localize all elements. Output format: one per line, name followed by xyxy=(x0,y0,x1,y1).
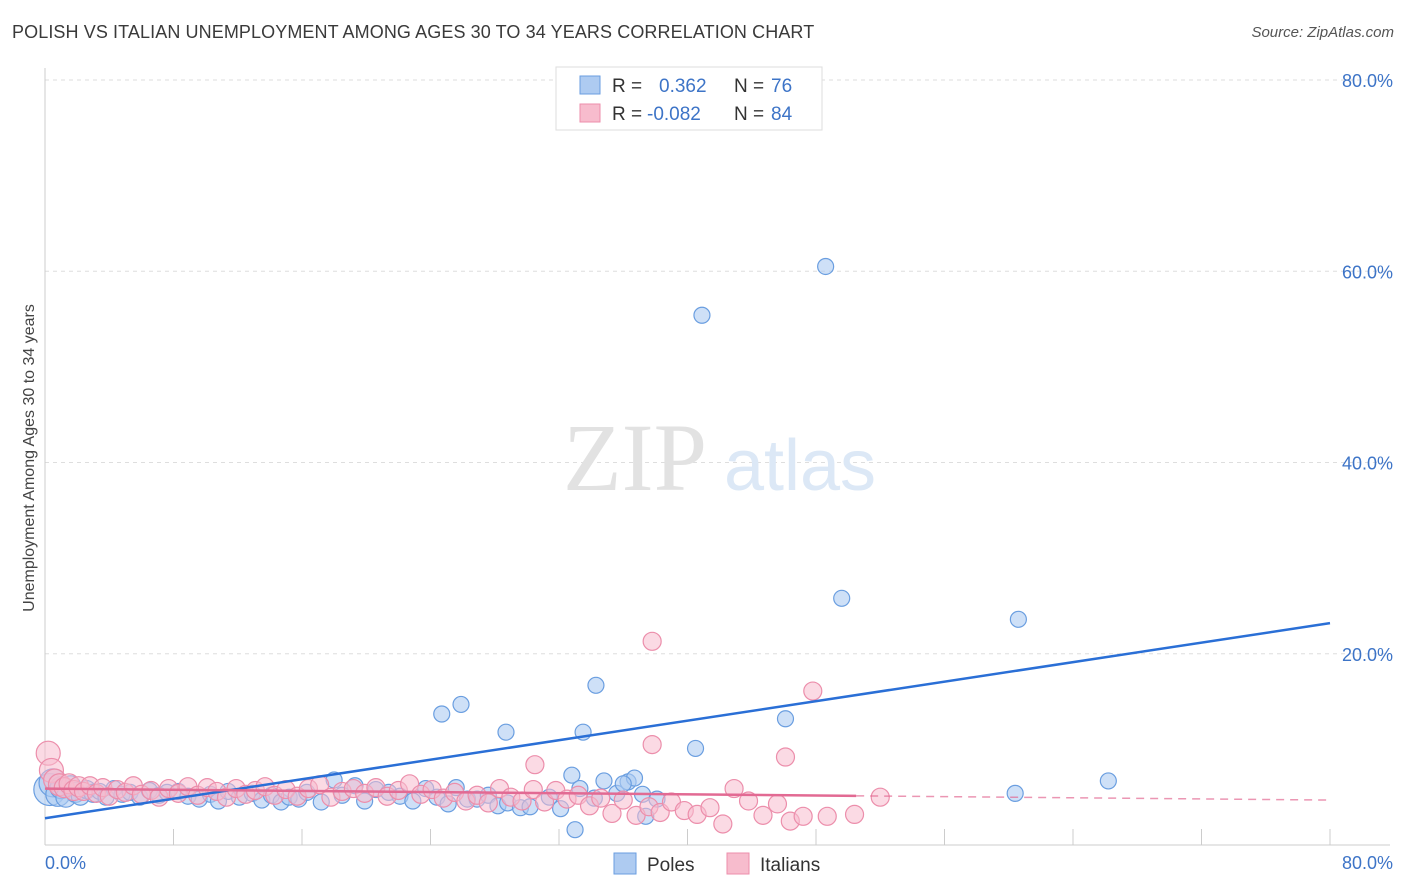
poles-point-76 xyxy=(833,589,851,607)
series-poles-points xyxy=(33,257,1117,839)
poles-point-79 xyxy=(1099,772,1117,790)
italians-point-71 xyxy=(738,791,759,811)
bottom-legend-italians-label: Italians xyxy=(760,855,820,876)
poles-point-77 xyxy=(1009,610,1027,628)
grid-lines xyxy=(45,79,1390,655)
italians-point-70 xyxy=(724,778,744,799)
legend-italians-n-value: 84 xyxy=(771,104,793,125)
poles-point-69 xyxy=(433,705,451,723)
poles-point-59 xyxy=(595,772,613,790)
bottom-legend: Poles Italians xyxy=(613,852,820,876)
italians-point-49 xyxy=(478,793,498,813)
trendlines xyxy=(44,621,1331,820)
italians-point-83 xyxy=(642,631,662,651)
legend-poles-n-label: N = xyxy=(734,76,764,97)
legend-italians-r-label: R = xyxy=(612,104,642,125)
italians-point-79 xyxy=(775,747,796,767)
poles-point-74 xyxy=(693,306,711,324)
legend-poles-r-value: 0.362 xyxy=(659,76,707,97)
legend-italians-swatch xyxy=(579,103,601,123)
poles-point-75 xyxy=(817,257,835,276)
poles-point-68 xyxy=(497,723,515,741)
poles-point-72 xyxy=(566,821,584,839)
watermark: ZIP atlas xyxy=(563,404,876,511)
poles-point-56 xyxy=(563,766,581,784)
poles-point-73 xyxy=(776,710,795,728)
italians-point-73 xyxy=(767,794,788,814)
poles-point-65 xyxy=(587,676,605,694)
axes xyxy=(44,68,1390,846)
italians-point-72 xyxy=(753,805,773,825)
italians-trendline xyxy=(44,787,857,798)
legend-italians-r-value: -0.082 xyxy=(647,104,701,125)
watermark-zip: ZIP xyxy=(563,404,707,511)
poles-point-70 xyxy=(686,739,705,758)
legend-italians-n-label: N = xyxy=(734,104,764,125)
italians-point-76 xyxy=(817,806,837,826)
y-tick-label-3: 80.0% xyxy=(1342,71,1393,91)
italians-point-78 xyxy=(870,787,890,807)
legend-poles-n-value: 76 xyxy=(771,76,792,97)
x-tick-label-0: 0.0% xyxy=(45,853,86,873)
poles-point-78 xyxy=(1006,784,1024,802)
source-credit: Source: ZipAtlas.com xyxy=(1251,24,1394,41)
bottom-legend-poles-label: Poles xyxy=(647,855,695,876)
italians-point-75 xyxy=(793,806,813,826)
y-tick-label-2: 60.0% xyxy=(1342,262,1393,282)
y-axis-label: Unemployment Among Ages 30 to 34 years xyxy=(21,304,38,612)
poles-point-71 xyxy=(614,775,632,793)
bottom-legend-italians-swatch xyxy=(726,852,750,875)
bottom-legend-poles-swatch xyxy=(613,852,637,875)
italians-point-77 xyxy=(844,804,865,825)
italians-point-80 xyxy=(803,681,823,701)
stats-legend: R = 0.362 N = 76 R = -0.082 N = 84 xyxy=(555,66,823,131)
italians-point-68 xyxy=(700,798,720,818)
italians-point-81 xyxy=(642,734,662,755)
y-tick-label-0: 20.0% xyxy=(1342,645,1393,665)
italians-trendline-extension xyxy=(856,795,1331,801)
legend-poles-swatch xyxy=(579,75,601,95)
poles-trendline xyxy=(44,621,1331,820)
italians-point-69 xyxy=(713,814,733,834)
poles-point-46 xyxy=(452,695,470,714)
italians-point-82 xyxy=(525,755,545,775)
italians-point-60 xyxy=(602,803,622,824)
x-tick-label-1: 80.0% xyxy=(1342,853,1393,873)
chart-title: POLISH VS ITALIAN UNEMPLOYMENT AMONG AGE… xyxy=(12,22,815,42)
y-tick-label-1: 40.0% xyxy=(1342,454,1393,474)
italians-point-61 xyxy=(613,790,633,810)
tick-labels: 20.0% 40.0% 60.0% 80.0% 0.0% 80.0% xyxy=(45,71,1393,873)
series-italians-points xyxy=(35,631,890,834)
watermark-atlas: atlas xyxy=(724,426,876,506)
legend-poles-r-label: R = xyxy=(612,76,642,97)
italians-point-59 xyxy=(591,788,611,808)
